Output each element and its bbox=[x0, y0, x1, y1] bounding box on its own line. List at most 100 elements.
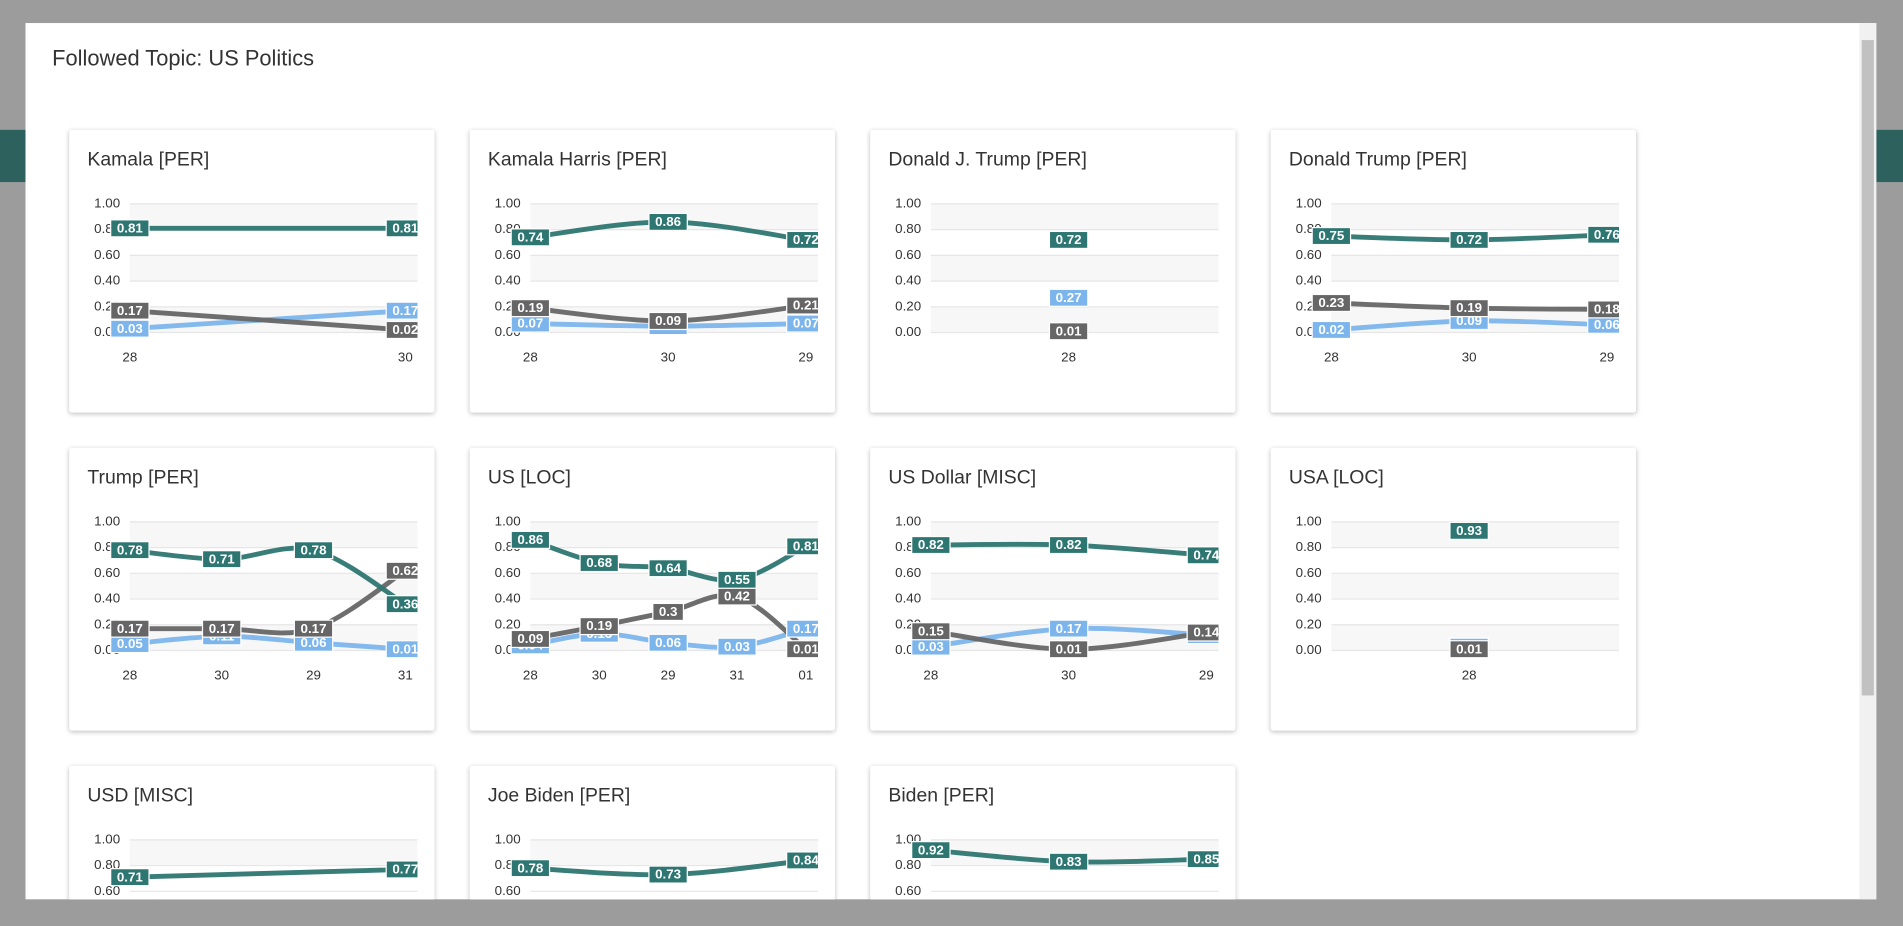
chart: Donald Trump [PER]0.000.200.400.600.801.… bbox=[1289, 148, 1621, 365]
data-label-box bbox=[1048, 640, 1089, 659]
plot: 0.050.110.060.010.170.170.170.620.780.71… bbox=[110, 541, 418, 659]
series-line bbox=[129, 867, 406, 880]
topic-card[interactable]: Kamala Harris [PER] 0.00 0.20 0.40 0.60 0.80 1… bbox=[469, 129, 835, 413]
scrollbar[interactable] bbox=[1859, 23, 1877, 900]
data-label-box bbox=[1186, 546, 1219, 565]
x-tick-label: 29 bbox=[798, 350, 813, 365]
y-tick-label: 0.40 bbox=[495, 273, 521, 288]
data-label: 0.03 bbox=[724, 639, 750, 654]
y-tick-label: 1.00 bbox=[495, 195, 521, 210]
topic-card[interactable]: Trump [PER] 0.00 0.20 0.40 0.60 0.80 1.00 28 30 2… bbox=[69, 447, 435, 731]
chart: Kamala Harris [PER]0.000.200.400.600.801… bbox=[488, 148, 819, 365]
plot-bands bbox=[930, 203, 1219, 333]
plot-band bbox=[530, 573, 819, 600]
topic-card[interactable]: USA [LOC]0.000.200.400.600.801.00280.030… bbox=[1270, 447, 1637, 731]
x-tick-label: 29 bbox=[306, 668, 321, 683]
card-title: Donald Trump [PER] bbox=[1289, 148, 1467, 170]
data-label: 0.09 bbox=[517, 631, 543, 646]
x-tick-label: 28 bbox=[523, 350, 538, 365]
data-label: 0.27 bbox=[1056, 290, 1082, 305]
y-tick-label: 1.00 bbox=[495, 831, 521, 846]
data-label: 0.62 bbox=[392, 563, 418, 578]
y-tick-label: 1.00 bbox=[1296, 195, 1322, 210]
data-label-box bbox=[385, 301, 418, 320]
data-label: 0.02 bbox=[1318, 322, 1344, 337]
data-label-box bbox=[1048, 619, 1089, 638]
y-tick-label: 0.60 bbox=[495, 883, 521, 898]
y-tick-label: 0.40 bbox=[895, 273, 921, 288]
topic-card[interactable]: Biden [PER] 0.60 0.80 1.00 0.92 0.83 0.85 bbox=[870, 765, 1236, 900]
data-label-box bbox=[510, 298, 551, 318]
data-label-box bbox=[786, 230, 819, 250]
y-tick-label: 0.60 bbox=[94, 247, 120, 262]
y-tick-label: 0.60 bbox=[1296, 247, 1322, 262]
data-label: 0.42 bbox=[724, 589, 750, 604]
plot-bands bbox=[1331, 203, 1620, 333]
data-label: 0.82 bbox=[918, 537, 944, 552]
data-label-box bbox=[786, 640, 819, 659]
data-label-box bbox=[110, 219, 150, 238]
data-label-box bbox=[786, 619, 819, 638]
data-label: 0.83 bbox=[1056, 854, 1082, 869]
data-label: 0.78 bbox=[517, 860, 544, 875]
card-title: USD [MISC] bbox=[87, 784, 193, 806]
data-label: 0.01 bbox=[1056, 323, 1083, 338]
plot: 0.040.130.060.030.170.090.190.30.420.010… bbox=[510, 530, 819, 659]
data-label-box bbox=[110, 319, 150, 338]
x-tick-label: 30 bbox=[1061, 668, 1076, 683]
y-tick-label: 0.60 bbox=[495, 565, 521, 580]
topic-card[interactable]: Joe Biden [PER] 0.60 0.80 1.00 0.78 0.73 0.84 bbox=[469, 765, 835, 900]
data-label: 0.19 bbox=[586, 618, 612, 633]
x-tick-label: 28 bbox=[923, 668, 938, 683]
y-tick-label: 0.20 bbox=[495, 616, 521, 631]
data-label-box bbox=[648, 311, 688, 331]
data-label: 0.18 bbox=[1594, 302, 1621, 317]
data-label-box bbox=[293, 541, 334, 560]
data-label: 0.78 bbox=[117, 542, 144, 557]
modal: Followed Topic: US Politics Kamala [PER]… bbox=[25, 23, 1877, 900]
data-label-box bbox=[786, 314, 819, 333]
card-title: Trump [PER] bbox=[87, 466, 198, 488]
plot: 0.27 0.01 0.72 bbox=[1048, 230, 1089, 341]
y-tick-label: 0.60 bbox=[1296, 565, 1322, 580]
x-tick-label: 30 bbox=[661, 350, 676, 365]
data-label: 0.36 bbox=[392, 596, 418, 611]
data-label: 0.72 bbox=[793, 232, 819, 247]
data-label: 0.09 bbox=[655, 313, 681, 328]
data-label-box bbox=[1449, 230, 1489, 250]
scrollbar-thumb[interactable] bbox=[1861, 40, 1874, 696]
plot: 0.71 0.77 bbox=[110, 860, 418, 887]
x-tick-label: 31 bbox=[398, 668, 413, 683]
data-label: 0.68 bbox=[586, 555, 613, 570]
data-label-box bbox=[110, 301, 150, 320]
data-label: 0.71 bbox=[209, 551, 236, 566]
x-tick-label: 31 bbox=[730, 668, 745, 683]
x-tick-label: 30 bbox=[592, 668, 607, 683]
x-tick-label: 28 bbox=[1061, 350, 1076, 365]
background-bar bbox=[0, 129, 26, 183]
data-label: 0.17 bbox=[117, 621, 143, 636]
topic-card[interactable]: Donald Trump [PER] 0.00 0.20 0.40 0.60 0.80 1.… bbox=[1270, 129, 1637, 413]
data-label-box bbox=[201, 619, 242, 638]
data-label-box bbox=[652, 602, 685, 622]
y-tick-label: 1.00 bbox=[1296, 513, 1322, 528]
data-label-box bbox=[717, 637, 757, 656]
topic-card[interactable]: US Dollar [MISC] 0.00 0.20 0.40 0.60 0.80 1.00… bbox=[870, 447, 1236, 731]
data-label-box bbox=[648, 865, 688, 884]
data-label-box bbox=[1449, 298, 1489, 318]
data-label: 0.19 bbox=[517, 300, 543, 315]
topic-card[interactable]: USD [MISC] 0.60 0.80 1.00 0.71 0.77 bbox=[69, 765, 435, 900]
data-label: 0.77 bbox=[392, 862, 418, 877]
topic-card[interactable]: Kamala [PER] 0.00 0.20 0.40 0.60 0.80 1.00 28 30… bbox=[69, 129, 435, 413]
topic-card[interactable]: Donald J. Trump [PER] 0.00 0.20 0.40 0.60 0.8… bbox=[870, 129, 1236, 413]
data-label-box bbox=[648, 559, 688, 578]
plot: 0.03 0.17 0.17 0.02 0.81 0.81 bbox=[110, 219, 418, 340]
plot-band bbox=[1331, 203, 1620, 230]
topic-card[interactable]: US [LOC] 0.00 0.20 0.40 0.60 0.80 1.00 28 30 29 31… bbox=[469, 447, 835, 731]
data-label-box bbox=[1048, 535, 1089, 555]
card-title: Joe Biden [PER] bbox=[488, 784, 630, 806]
x-tick-label: 28 bbox=[1324, 350, 1339, 365]
plot: 0.020.09 0.060.23 0.19 0.180.75 0.72 0.76 bbox=[1311, 225, 1621, 340]
data-label-box bbox=[110, 868, 150, 887]
